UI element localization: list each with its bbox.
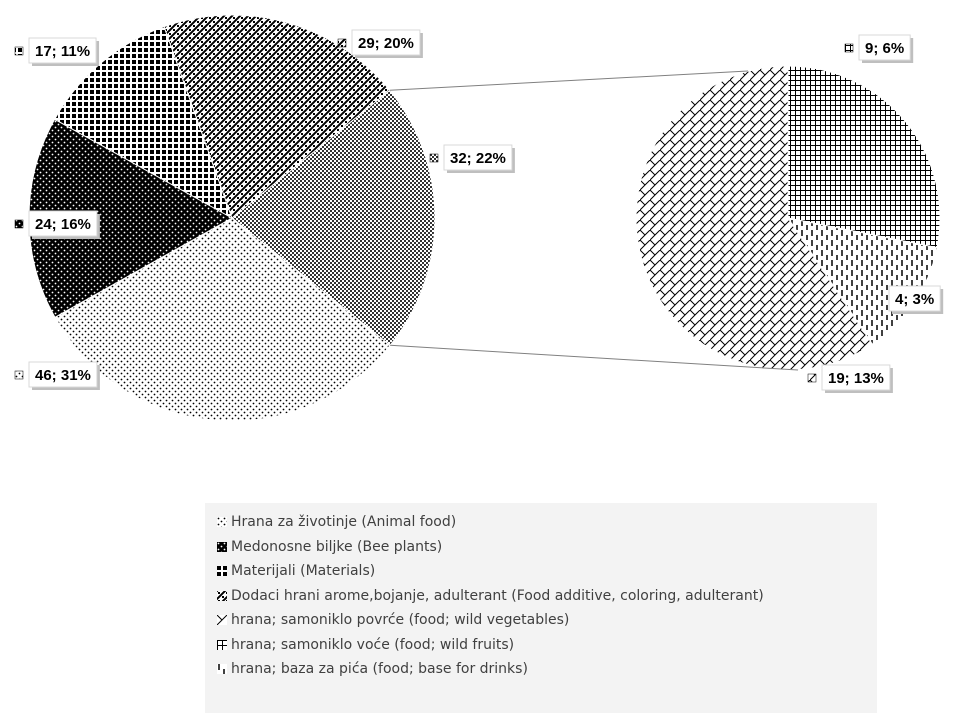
legend-swatch <box>217 615 227 625</box>
legend-label: Materijali (Materials) <box>231 563 376 579</box>
pie-of-pie-chart: 46; 31% 24; 16% 17; 11% 29; 20% 32; 22% 9; 6%… <box>14 14 944 422</box>
legend-label: hrana; samoniklo povrće (food; wild vege… <box>231 612 570 628</box>
legend-item-hrana-baza-za-pi-a-food-base-for-drinks: hrana; baza za pića (food; base for drin… <box>217 659 528 679</box>
legend-swatch <box>217 639 227 650</box>
legend-swatch <box>217 541 227 552</box>
pie-slice-other-combined-secondary <box>231 89 436 347</box>
legend-swatch <box>217 517 227 527</box>
connector-line-bottom <box>390 344 799 371</box>
legend-label: Dodaci hrani arome,bojanje, adulterant (… <box>231 587 764 604</box>
svg-text:4; 3%: 4; 3% <box>895 291 934 308</box>
chart-legend: Hrana za životinje (Animal food) Medonosn… <box>205 503 877 713</box>
pie-slice-dodaci-hrani-arome-bojanje-adulterant-food-additive-coloring-adulterant <box>163 14 391 219</box>
data-label-hrana-samoniklo-vo-e-food-wild-fruits: 9; 6% <box>844 34 914 63</box>
data-label-dodaci-hrani-arome-bojanje-adulterant-food-additive-coloring-adulterant: 29; 20% <box>337 29 423 58</box>
secondary-pie <box>635 65 941 371</box>
primary-pie <box>28 14 436 422</box>
legend-label: Hrana za životinje (Animal food) <box>231 514 457 530</box>
legend-swatch <box>217 566 227 576</box>
data-label-hrana-za-ivotinje-animal-food: 46; 31% <box>14 361 100 390</box>
legend-item-hrana-za-ivotinje-animal-food: Hrana za životinje (Animal food) <box>217 512 456 532</box>
legend-label: Medonosne biljke (Bee plants) <box>231 538 443 555</box>
pie-slice-materijali-materials <box>53 26 233 220</box>
legend-swatch <box>217 664 227 674</box>
legend-item-dodaci-hrani-arome-bojanje-adulterant-food-additive-coloring-adulterant: Dodaci hrani arome,bojanje, adulterant (… <box>217 586 764 606</box>
svg-text:29; 20%: 29; 20% <box>358 35 414 52</box>
svg-text:9; 6%: 9; 6% <box>865 40 904 57</box>
pie-slice-hrana-za-ivotinje-animal-food <box>54 217 391 422</box>
data-labels: 46; 31% 24; 16% 17; 11% 29; 20% 32; 22% 9; 6%… <box>14 29 944 393</box>
legend-item-hrana-samoniklo-povr-e-food-wild-vegetables: hrana; samoniklo povrće (food; wild vege… <box>217 610 569 630</box>
connector-lines <box>389 70 799 371</box>
data-label-materijali-materials: 17; 11% <box>14 37 100 66</box>
legend-label: hrana; baza za pića (food; base for drin… <box>231 661 528 677</box>
svg-text:32; 22%: 32; 22% <box>450 150 506 167</box>
legend-item-hrana-samoniklo-vo-e-food-wild-fruits: hrana; samoniklo voće (food; wild fruits… <box>217 635 514 655</box>
data-label-hrana-baza-za-pi-a-food-base-for-drinks: 4; 3% <box>888 285 944 314</box>
data-label-hrana-samoniklo-povr-e-food-wild-vegetables: 19; 13% <box>807 364 893 393</box>
data-label-medonosne-biljke-bee-plants: 24; 16% <box>14 210 100 239</box>
data-label-other-combined-secondary: 32; 22% <box>429 144 515 173</box>
svg-text:19; 13%: 19; 13% <box>828 370 884 387</box>
svg-text:17; 11%: 17; 11% <box>35 43 90 60</box>
legend-item-materijali-materials: Materijali (Materials) <box>217 561 375 581</box>
legend-item-medonosne-biljke-bee-plants: Medonosne biljke (Bee plants) <box>217 537 442 557</box>
svg-text:46; 31%: 46; 31% <box>35 367 91 384</box>
secondary-slice-hrana-samoniklo-vo-e-food-wild-fruits <box>787 65 941 249</box>
svg-text:24; 16%: 24; 16% <box>35 216 91 233</box>
legend-swatch <box>217 590 227 601</box>
legend-label: hrana; samoniklo voće (food; wild fruits… <box>231 636 515 653</box>
connector-line-top <box>389 70 749 91</box>
